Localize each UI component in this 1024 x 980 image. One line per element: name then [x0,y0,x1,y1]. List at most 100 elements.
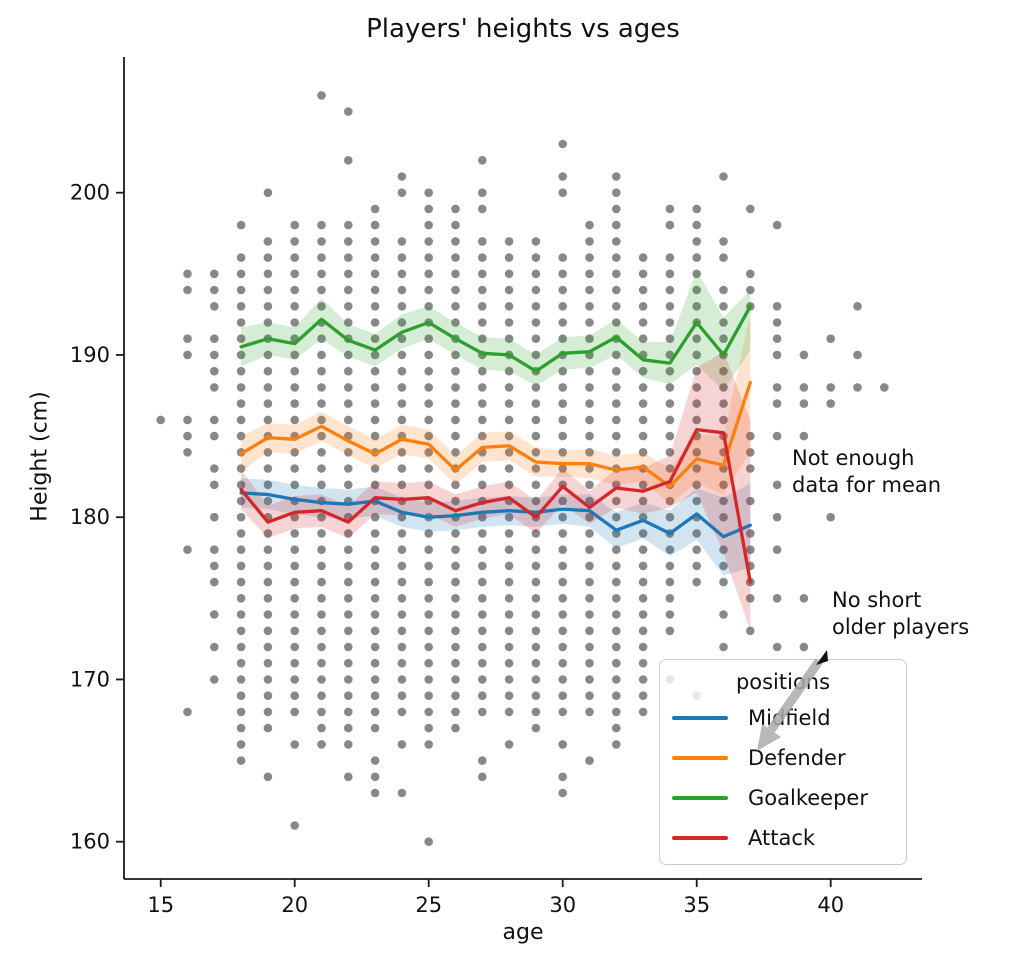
player-dot [156,415,165,425]
player-dot [638,610,648,619]
player-dot [210,610,219,619]
player-dot [558,561,567,571]
player-dot [478,302,487,311]
player-dot [531,399,541,408]
player-dot [236,464,246,473]
player-dot [317,480,326,490]
player-dot [478,610,487,619]
player-dot [746,626,755,636]
player-dot [612,545,621,554]
player-dot [263,642,273,652]
player-dot [665,464,675,473]
player-dot [344,285,353,295]
player-dot [236,480,246,490]
player-dot [558,577,567,587]
player-dot [478,399,487,408]
player-dot [772,512,782,522]
player-dot [558,139,567,149]
player-dot [424,431,434,441]
player-dot [236,740,246,749]
player-dot [558,658,567,668]
player-dot [585,577,594,587]
player-dot [183,545,192,554]
player-dot [344,545,353,554]
player-dot [183,431,192,441]
player-dot [317,415,326,425]
player-dot [424,545,434,554]
player-dot [585,658,594,668]
player-dot [263,253,273,262]
player-dot [612,512,621,522]
player-dot [531,675,541,684]
player-dot [210,464,219,473]
player-dot [370,237,380,246]
player-dot [290,302,300,311]
player-dot [370,561,380,571]
player-dot [504,237,514,246]
player-dot [772,334,782,344]
player-dot [397,172,407,181]
player-dot [451,204,460,214]
player-dot [290,642,300,652]
player-dot [344,691,353,700]
player-dot [612,172,621,181]
player-dot [719,496,728,506]
player-dot [692,204,701,214]
player-dot [719,610,728,619]
player-dot [504,415,514,425]
player-dot [585,610,594,619]
player-dot [638,269,648,279]
player-dot [317,253,326,262]
player-dot [692,302,701,311]
player-dot [478,675,487,684]
player-dot [263,399,273,408]
player-dot [665,496,675,506]
player-dot [210,366,219,376]
x-tick-label: 25 [415,893,442,917]
player-dot [344,156,353,165]
player-dot [558,529,567,538]
player-dot [344,577,353,587]
player-dot [317,431,326,441]
player-dot [638,334,648,344]
player-dot [397,707,407,717]
player-dot [344,561,353,571]
player-dot [236,561,246,571]
player-dot [585,334,594,344]
player-dot [344,366,353,376]
player-dot [370,707,380,717]
annotation-not-enough-data: Not enough data for mean [792,445,941,499]
player-dot [451,269,460,279]
player-dot [290,399,300,408]
player-dot [424,529,434,538]
player-dot [290,269,300,279]
player-dot [772,302,782,311]
player-dot [263,772,273,782]
player-dot [263,594,273,603]
player-dot [344,464,353,473]
player-dot [370,529,380,538]
player-dot [263,529,273,538]
player-dot [558,772,567,782]
player-dot [612,350,621,360]
player-dot [772,480,782,490]
player-dot [424,188,434,197]
player-dot [210,561,219,571]
player-dot [772,318,782,327]
player-dot [504,383,514,392]
player-dot [585,253,594,262]
player-dot [397,545,407,554]
player-dot [746,529,755,538]
player-dot [531,561,541,571]
midfield-mean-line [239,491,752,539]
player-dot [531,464,541,473]
player-dot [638,431,648,441]
player-dot [746,285,755,295]
player-dot [504,594,514,603]
attack-mean-line [239,427,752,584]
player-dot [585,302,594,311]
player-dot [531,253,541,262]
player-dot [638,496,648,506]
player-dot [344,529,353,538]
player-dot [746,448,755,457]
